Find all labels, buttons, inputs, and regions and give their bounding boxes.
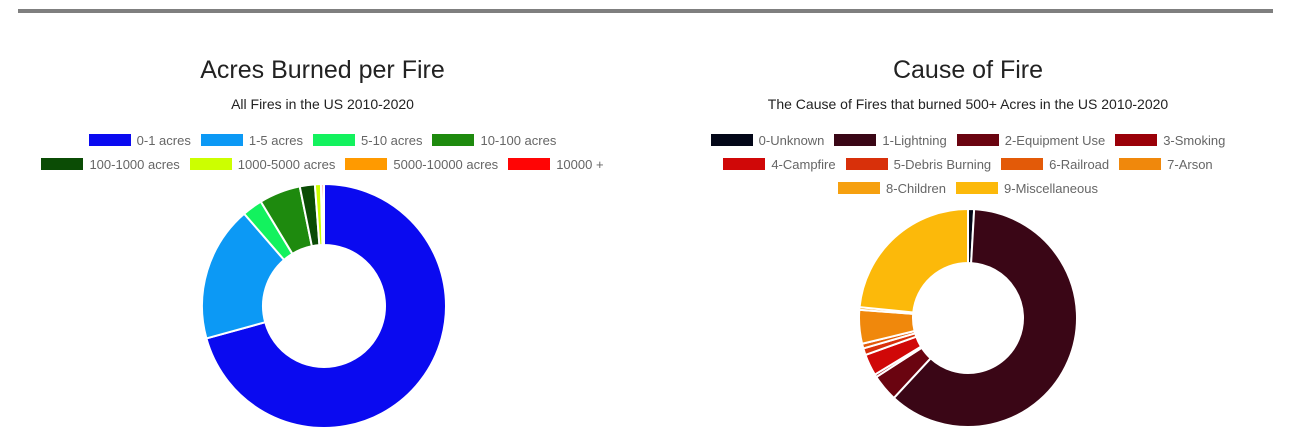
legend-label: 6-Railroad <box>1049 156 1110 172</box>
legend-label: 100-1000 acres <box>89 156 180 172</box>
chart-title: Cause of Fire <box>892 56 1044 84</box>
legend-label: 2-Equipment Use <box>1004 132 1106 148</box>
legend-row: 4-Campfire 5-Debris Burning 6-Railroad 7… <box>645 154 1291 174</box>
chart-title: Acres Burned per Fire <box>200 56 445 84</box>
donut-slice-10000[interactable] <box>320 182 325 247</box>
legend-item[interactable]: 1-Lightning <box>834 130 947 150</box>
legend-item[interactable]: 1-5 acres <box>200 130 304 150</box>
legend-item[interactable]: 9-Miscellaneous <box>956 178 1098 198</box>
legend-swatch <box>710 134 753 146</box>
legend-swatch <box>432 134 475 146</box>
legend-item[interactable]: 1000-5000 acres <box>189 154 336 174</box>
legend-item[interactable]: 4-Campfire <box>723 154 836 174</box>
legend-item[interactable]: 0-1 acres <box>88 130 191 150</box>
legend-swatch <box>88 134 131 146</box>
legend-swatch <box>1115 134 1158 146</box>
legend-row: 100-1000 acres 1000-5000 acres 5000-1000… <box>0 154 645 174</box>
legend-row: 0-Unknown 1-Lightning 2-Equipment Use 3-… <box>645 130 1291 150</box>
legend-swatch <box>200 134 243 146</box>
cause-of-fire-chart: Cause of Fire The Cause of Fires that bu… <box>645 0 1291 447</box>
legend-label: 3-Smoking <box>1163 132 1226 148</box>
legend-label: 9-Miscellaneous <box>1004 180 1098 196</box>
donut-slice-9-miscellaneous[interactable] <box>858 207 969 314</box>
legend-swatch <box>313 134 356 146</box>
acres-burned-chart: Acres Burned per Fire All Fires in the U… <box>0 0 645 447</box>
chart-subtitle: The Cause of Fires that burned 500+ Acre… <box>767 96 1169 112</box>
donut-slice-0-1-acres[interactable] <box>205 182 447 429</box>
legend-item[interactable]: 5000-10000 acres <box>345 154 498 174</box>
legend-swatch <box>834 134 877 146</box>
chart-subtitle: All Fires in the US 2010-2020 <box>231 96 414 112</box>
legend-label: 10-100 acres <box>480 132 557 148</box>
legend-label: 8-Children <box>886 180 947 196</box>
legend-item[interactable]: 10-100 acres <box>432 130 556 150</box>
legend-label: 10000 + <box>556 156 604 172</box>
legend-swatch <box>508 158 551 170</box>
legend-item[interactable]: 5-10 acres <box>313 130 422 150</box>
acres-donut <box>201 182 447 429</box>
legend-swatch <box>1119 158 1162 170</box>
legend-item[interactable]: 7-Arson <box>1119 154 1213 174</box>
cause-donut <box>858 207 1078 428</box>
legend-label: 5-10 acres <box>361 132 423 148</box>
legend-swatch <box>723 158 766 170</box>
legend-item[interactable]: 2-Equipment Use <box>956 130 1106 150</box>
legend-swatch <box>41 158 84 170</box>
legend-item[interactable]: 10000 + <box>508 154 604 174</box>
legend-item[interactable]: 100-1000 acres <box>41 154 180 174</box>
legend-label: 4-Campfire <box>771 156 836 172</box>
legend-swatch <box>1001 158 1044 170</box>
legend-item[interactable]: 0-Unknown <box>710 130 825 150</box>
legend-row: 0-1 acres 1-5 acres 5-10 acres 10-100 ac… <box>0 130 645 150</box>
legend-swatch <box>956 182 999 194</box>
legend-label: 0-1 acres <box>136 132 191 148</box>
legend-label: 5000-10000 acres <box>393 156 499 172</box>
legend-item[interactable]: 3-Smoking <box>1115 130 1225 150</box>
legend-swatch <box>845 158 888 170</box>
legend-label: 5-Debris Burning <box>893 156 992 172</box>
legend-label: 7-Arson <box>1167 156 1213 172</box>
legend-swatch <box>956 134 999 146</box>
donut-slice-1-lightning[interactable] <box>892 208 1078 428</box>
legend-row: 8-Children 9-Miscellaneous <box>645 178 1291 198</box>
legend-label: 1-5 acres <box>248 132 304 148</box>
legend-swatch <box>189 158 232 170</box>
top-divider <box>18 9 1273 13</box>
legend-swatch <box>838 182 881 194</box>
legend-label: 1-Lightning <box>882 132 947 148</box>
legend-label: 0-Unknown <box>758 132 825 148</box>
legend-label: 1000-5000 acres <box>237 156 336 172</box>
legend-item[interactable]: 5-Debris Burning <box>845 154 992 174</box>
legend-item[interactable]: 6-Railroad <box>1001 154 1109 174</box>
legend-item[interactable]: 8-Children <box>838 178 946 198</box>
legend-swatch <box>345 158 388 170</box>
